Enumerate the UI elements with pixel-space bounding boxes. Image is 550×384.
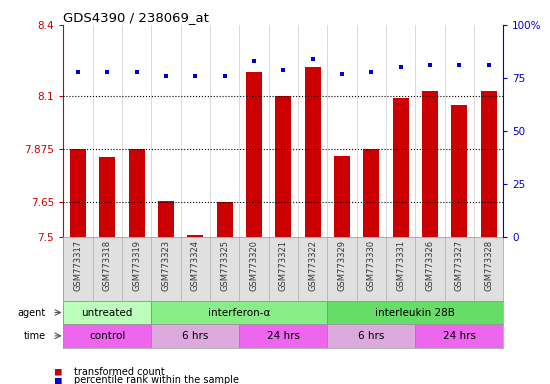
Point bbox=[484, 62, 493, 68]
Text: agent: agent bbox=[18, 308, 46, 318]
Text: 24 hrs: 24 hrs bbox=[267, 331, 300, 341]
Text: interferon-α: interferon-α bbox=[208, 308, 271, 318]
Bar bbox=[393, 98, 409, 237]
Bar bbox=[63, 301, 151, 324]
Text: GDS4390 / 238069_at: GDS4390 / 238069_at bbox=[63, 11, 209, 24]
Text: transformed count: transformed count bbox=[74, 367, 165, 377]
Bar bbox=[451, 105, 468, 237]
Text: GSM773326: GSM773326 bbox=[425, 240, 435, 291]
Text: GSM773327: GSM773327 bbox=[455, 240, 464, 291]
Point bbox=[191, 73, 200, 79]
Bar bbox=[415, 324, 503, 348]
Text: untreated: untreated bbox=[81, 308, 133, 318]
Bar bbox=[217, 202, 233, 237]
Text: 6 hrs: 6 hrs bbox=[358, 331, 384, 341]
Bar bbox=[481, 91, 497, 237]
Point bbox=[74, 69, 82, 75]
Bar bbox=[363, 149, 379, 237]
Point bbox=[367, 69, 376, 75]
Text: interleukin 28B: interleukin 28B bbox=[375, 308, 455, 318]
Bar bbox=[187, 235, 204, 237]
Point bbox=[132, 69, 141, 75]
Text: time: time bbox=[24, 331, 46, 341]
Bar bbox=[422, 91, 438, 237]
Text: control: control bbox=[89, 331, 125, 341]
Text: GSM773321: GSM773321 bbox=[279, 240, 288, 291]
Bar bbox=[334, 156, 350, 237]
Text: GSM773328: GSM773328 bbox=[484, 240, 493, 291]
Text: ■: ■ bbox=[55, 367, 62, 377]
Bar bbox=[327, 324, 415, 348]
Text: percentile rank within the sample: percentile rank within the sample bbox=[74, 375, 239, 384]
Point bbox=[279, 66, 288, 73]
Bar bbox=[305, 68, 321, 237]
Text: GSM773330: GSM773330 bbox=[367, 240, 376, 291]
Text: GSM773324: GSM773324 bbox=[191, 240, 200, 291]
Text: GSM773322: GSM773322 bbox=[308, 240, 317, 291]
Point bbox=[396, 65, 405, 71]
Point bbox=[103, 69, 112, 75]
Point bbox=[250, 58, 258, 64]
Bar bbox=[70, 149, 86, 237]
Text: GSM773329: GSM773329 bbox=[337, 240, 346, 291]
Bar bbox=[239, 324, 327, 348]
Bar bbox=[158, 200, 174, 237]
Bar bbox=[246, 72, 262, 237]
Point bbox=[426, 62, 434, 68]
Text: 6 hrs: 6 hrs bbox=[182, 331, 208, 341]
Text: GSM773320: GSM773320 bbox=[249, 240, 258, 291]
Bar bbox=[63, 324, 151, 348]
Text: GSM773331: GSM773331 bbox=[396, 240, 405, 291]
Text: GSM773317: GSM773317 bbox=[73, 240, 82, 291]
Bar bbox=[275, 96, 292, 237]
Point bbox=[455, 62, 464, 68]
Point bbox=[162, 73, 170, 79]
Text: GSM773325: GSM773325 bbox=[220, 240, 229, 291]
Text: GSM773319: GSM773319 bbox=[132, 240, 141, 291]
Point bbox=[308, 56, 317, 62]
Point bbox=[220, 73, 229, 79]
Text: ■: ■ bbox=[55, 375, 62, 384]
Bar bbox=[327, 301, 503, 324]
Point bbox=[338, 71, 346, 77]
Bar bbox=[129, 149, 145, 237]
Bar bbox=[99, 157, 116, 237]
Text: GSM773318: GSM773318 bbox=[103, 240, 112, 291]
Text: GSM773323: GSM773323 bbox=[161, 240, 170, 291]
Bar bbox=[151, 301, 327, 324]
Text: 24 hrs: 24 hrs bbox=[443, 331, 476, 341]
Bar bbox=[151, 324, 239, 348]
